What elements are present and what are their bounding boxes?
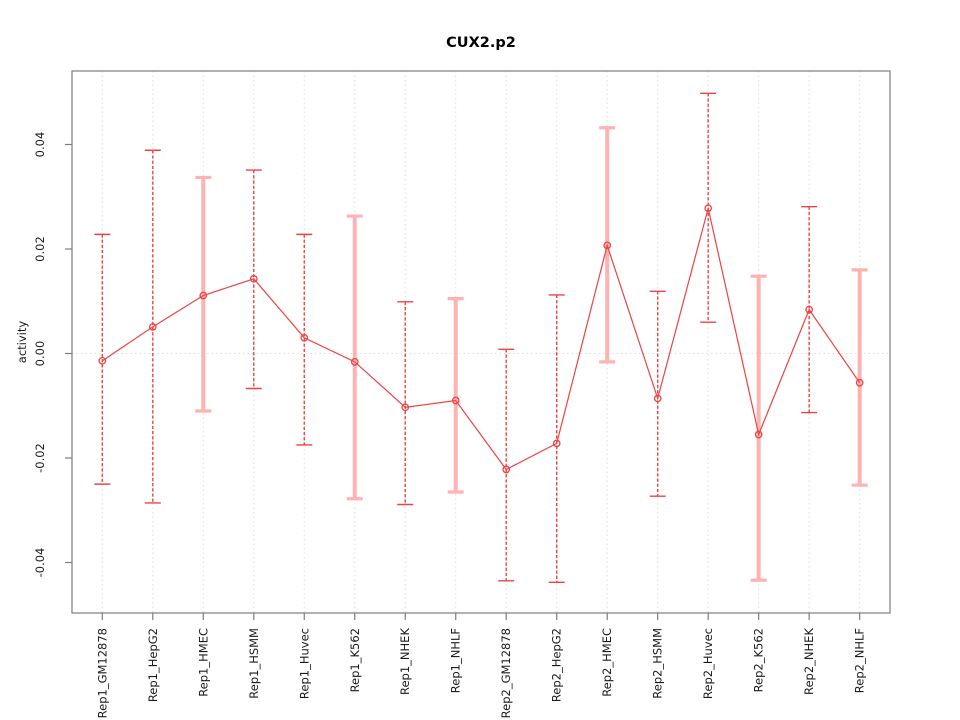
axes: [65, 70, 891, 620]
data-point-Rep1_GM12878: [98, 356, 107, 365]
error-bar-Rep2_HepG2: [548, 294, 565, 584]
y-tick-label-0.02: 0.02: [33, 236, 47, 262]
x-tick-label-Rep1_K562: Rep1_K562: [348, 628, 362, 692]
data-point-Rep1_NHEK: [401, 403, 410, 412]
data-point-Rep2_K562: [754, 430, 763, 439]
error-bar-Rep1_HMEC: [195, 175, 212, 413]
error-bar-Rep1_K562: [346, 214, 363, 501]
error-bar-Rep1_NHLF: [447, 297, 464, 494]
y-tick-label-0.00: 0.00: [33, 341, 47, 367]
y-tick-label-0.04: 0.04: [33, 132, 47, 158]
plot-box: [71, 70, 891, 614]
data-point-Rep1_HMEC: [199, 291, 208, 300]
data-point-Rep2_NHLF: [855, 378, 864, 387]
tick-labels: 0.04 0.02 0.00 -0.02 -0.04 Rep1_GM12878 Rep1_H…: [33, 132, 867, 719]
error-bar-Rep1_NHEK: [397, 301, 414, 506]
error-bar-Rep2_NHEK: [801, 205, 818, 414]
data-point-Rep2_GM12878: [502, 465, 511, 474]
x-tick-label-Rep2_K562: Rep2_K562: [752, 628, 766, 692]
x-tick-label-Rep2_HSMM: Rep2_HSMM: [651, 628, 665, 699]
data-point-Rep1_HSMM: [249, 274, 258, 283]
error-bar-Rep2_NHLF: [851, 268, 868, 487]
data-point-Rep1_HepG2: [148, 323, 157, 331]
y-tick-label--0.04: -0.04: [33, 548, 47, 578]
error-bar-Rep2_HSMM: [649, 290, 666, 497]
activity-line: [101, 208, 861, 471]
data-point-Rep1_K562: [350, 358, 359, 366]
error-bar-Rep2_GM12878: [498, 348, 515, 582]
error-bar-Rep1_HepG2: [144, 149, 161, 504]
error-bar-Rep1_Huvec: [296, 233, 313, 446]
data-points: [98, 204, 864, 474]
x-tick-label-Rep1_HSMM: Rep1_HSMM: [247, 628, 261, 699]
data-point-Rep2_HMEC: [603, 241, 612, 250]
data-point-Rep2_NHEK: [805, 305, 814, 314]
x-tick-label-Rep2_GM12878: Rep2_GM12878: [499, 628, 513, 718]
data-point-Rep1_NHLF: [451, 396, 460, 405]
x-tick-label-Rep1_HepG2: Rep1_HepG2: [146, 628, 160, 702]
plot-title: CUX2.p2: [446, 35, 516, 51]
data-point-Rep2_HSMM: [653, 394, 662, 403]
x-tick-label-Rep1_Huvec: Rep1_Huvec: [297, 628, 311, 699]
x-tick-label-Rep2_NHLF: Rep2_NHLF: [853, 628, 867, 693]
data-point-Rep2_HepG2: [552, 439, 561, 448]
grid-lines: [72, 71, 890, 613]
series-line: [101, 208, 861, 471]
error-bar-Rep1_GM12878: [94, 233, 111, 485]
data-point-Rep2_Huvec: [704, 204, 713, 213]
y-axis-label: activity: [15, 321, 29, 364]
error-bar-Rep2_K562: [750, 274, 767, 582]
x-tick-label-Rep1_NHEK: Rep1_NHEK: [398, 628, 412, 695]
x-tick-label-Rep2_Huvec: Rep2_Huvec: [701, 628, 715, 699]
x-tick-label-Rep2_HMEC: Rep2_HMEC: [600, 628, 614, 697]
x-tick-label-Rep2_NHEK: Rep2_NHEK: [802, 628, 816, 695]
x-tick-label-Rep1_GM12878: Rep1_GM12878: [95, 628, 109, 718]
x-tick-label-Rep1_HMEC: Rep1_HMEC: [196, 628, 210, 697]
error-bar-Rep2_Huvec: [700, 92, 717, 323]
error-bars: [94, 92, 868, 584]
data-point-Rep1_Huvec: [300, 333, 309, 342]
x-tick-label-Rep2_HepG2: Rep2_HepG2: [550, 628, 564, 702]
x-tick-label-Rep1_NHLF: Rep1_NHLF: [449, 628, 463, 693]
y-tick-label--0.02: -0.02: [33, 443, 47, 473]
